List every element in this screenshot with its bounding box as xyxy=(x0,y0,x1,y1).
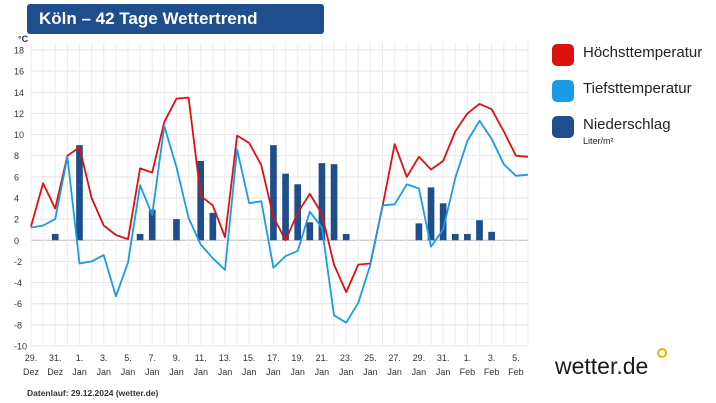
x-tick-day: 7. xyxy=(148,353,156,363)
x-tick-day: 11. xyxy=(195,353,207,363)
x-tick-day: 31. xyxy=(49,353,62,363)
legend-label-precip: Niederschlag xyxy=(583,116,671,133)
y-tick-label: -2 xyxy=(14,257,22,267)
x-tick-month: Jan xyxy=(363,367,378,377)
precip-bar xyxy=(427,187,435,241)
x-tick-month: Jan xyxy=(266,367,281,377)
x-tick-day: 1. xyxy=(76,353,84,363)
legend-item-precip: Niederschlag Liter/m² xyxy=(552,114,712,154)
x-tick-day: 21. xyxy=(316,353,329,363)
x-tick-day: 17. xyxy=(267,353,280,363)
precip-bar xyxy=(51,233,59,241)
title-banner: Köln – 42 Tage Wettertrend xyxy=(27,4,324,34)
x-tick-day: 5. xyxy=(512,353,520,363)
page-title: Köln – 42 Tage Wettertrend xyxy=(39,9,258,28)
precip-bar xyxy=(415,223,423,241)
y-tick-label: -4 xyxy=(14,278,22,288)
x-tick-day: 3. xyxy=(100,353,108,363)
precip-bar xyxy=(476,220,483,241)
precip-bar xyxy=(464,233,471,241)
x-tick-month: Jan xyxy=(339,367,354,377)
precip-bar xyxy=(270,145,277,241)
x-tick-month: Dez xyxy=(47,367,64,377)
precip-bar xyxy=(488,231,495,241)
y-tick-label: 10 xyxy=(14,130,24,140)
x-tick-day: 5. xyxy=(124,353,132,363)
x-tick-day: 27. xyxy=(388,353,401,363)
legend-label-high: Höchsttemperatur xyxy=(583,44,703,61)
legend-unit-precip: Liter/m² xyxy=(583,136,614,146)
legend: Höchsttemperatur Tiefsttemperatur Nieder… xyxy=(552,42,712,154)
x-tick-month: Dez xyxy=(23,367,40,377)
x-tick-day: 19. xyxy=(291,353,304,363)
x-tick-month: Feb xyxy=(460,367,476,377)
precip-bar xyxy=(282,173,289,241)
y-tick-label: 6 xyxy=(14,172,19,182)
legend-label-low: Tiefsttemperatur xyxy=(583,80,692,97)
precip-bar xyxy=(173,219,180,241)
x-tick-month: Jan xyxy=(436,367,451,377)
x-tick-month: Jan xyxy=(96,367,111,377)
legend-swatch-low xyxy=(552,80,574,102)
series-line-low xyxy=(30,119,529,324)
x-tick-day: 31. xyxy=(437,353,450,363)
precip-bar xyxy=(306,222,314,241)
x-tick-month: Jan xyxy=(145,367,160,377)
precip-bar xyxy=(439,203,447,241)
precip-bar xyxy=(330,164,338,241)
precip-bar xyxy=(342,233,350,241)
x-tick-day: 3. xyxy=(488,353,496,363)
legend-item-low: Tiefsttemperatur xyxy=(552,78,712,114)
y-tick-label: 8 xyxy=(14,151,19,161)
x-tick-month: Jan xyxy=(412,367,427,377)
precip-bar xyxy=(148,209,156,241)
y-tick-label: 14 xyxy=(14,88,24,98)
y-tick-label: 2 xyxy=(14,215,19,225)
x-tick-day: 29. xyxy=(25,353,38,363)
brand-dot-icon xyxy=(657,348,667,358)
x-tick-month: Jan xyxy=(315,367,330,377)
x-tick-day: 15. xyxy=(243,353,256,363)
y-tick-label: 18 xyxy=(14,46,24,56)
precip-bar xyxy=(209,212,217,241)
brand-logo: wetter.de xyxy=(555,353,649,379)
x-tick-day: 23. xyxy=(340,353,353,363)
precip-bar xyxy=(76,145,83,241)
x-tick-month: Jan xyxy=(193,367,208,377)
x-tick-month: Feb xyxy=(508,367,524,377)
x-tick-month: Jan xyxy=(242,367,257,377)
legend-swatch-precip xyxy=(552,116,574,138)
x-tick-day: 1. xyxy=(464,353,472,363)
y-tick-label: -8 xyxy=(14,320,22,330)
precip-bar xyxy=(197,161,205,241)
y-axis-label: °C xyxy=(18,34,29,44)
legend-item-high: Höchsttemperatur xyxy=(552,42,712,78)
y-tick-label: 12 xyxy=(14,109,24,119)
x-tick-month: Jan xyxy=(72,367,87,377)
x-tick-month: Jan xyxy=(121,367,136,377)
x-tick-month: Jan xyxy=(387,367,402,377)
legend-swatch-high xyxy=(552,44,574,66)
y-tick-label: -6 xyxy=(14,299,22,309)
series-line-high xyxy=(30,96,529,293)
y-tick-label: 16 xyxy=(14,67,24,77)
precip-bar xyxy=(318,163,326,241)
y-tick-label: 4 xyxy=(14,194,19,204)
footer-note: Datenlauf: 29.12.2024 (wetter.de) xyxy=(27,388,159,398)
precip-bar xyxy=(451,233,459,241)
x-tick-month: Jan xyxy=(218,367,233,377)
x-tick-month: Jan xyxy=(290,367,305,377)
x-tick-month: Feb xyxy=(484,367,500,377)
precip-bar xyxy=(136,233,144,241)
x-tick-day: 29. xyxy=(413,353,426,363)
x-tick-day: 25. xyxy=(364,353,377,363)
y-tick-label: -10 xyxy=(14,342,27,352)
x-tick-day: 13. xyxy=(219,353,232,363)
y-tick-label: 0 xyxy=(14,236,19,246)
x-tick-month: Jan xyxy=(169,367,184,377)
x-tick-day: 9. xyxy=(173,353,181,363)
